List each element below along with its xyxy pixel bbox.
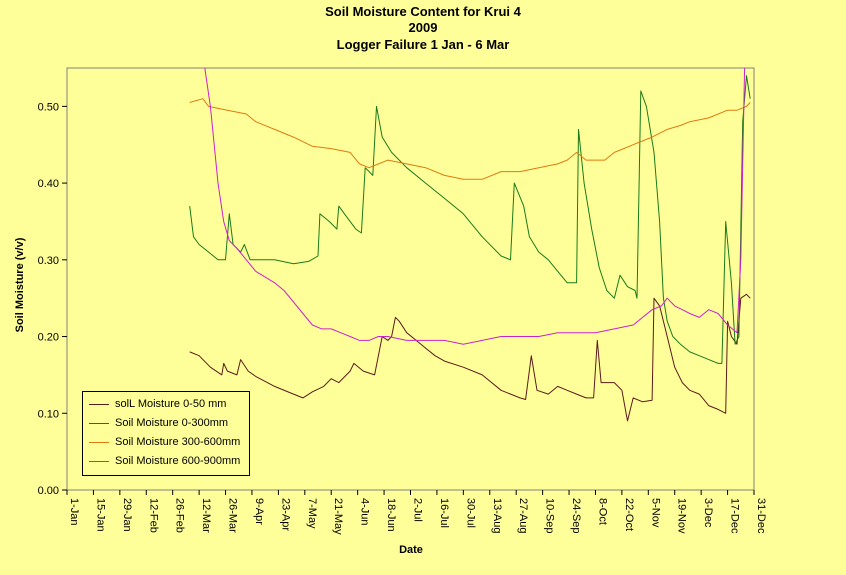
x-tick-label: 26-Feb — [174, 498, 186, 533]
x-tick-label: 3-Dec — [702, 498, 714, 528]
series-line-2 — [189, 98, 751, 180]
x-tick-label: 10-Sep — [544, 498, 556, 533]
x-tick-label: 4-Jun — [359, 498, 371, 526]
series-line-0 — [189, 293, 751, 422]
x-tick-label: 31-Dec — [755, 498, 767, 534]
x-tick-label: 23-Apr — [279, 498, 291, 531]
x-tick-label: 17-Dec — [729, 498, 741, 534]
legend-swatch — [89, 461, 109, 462]
x-axis-label: Date — [399, 544, 423, 556]
y-axis: 0.00 0.10 0.20 0.30 0.40 0.50 — [38, 101, 67, 497]
x-tick-label: 7-May — [306, 498, 318, 529]
chart-subtitle-2: Logger Failure 1 Jan - 6 Mar — [336, 37, 510, 52]
x-tick-label: 24-Sep — [570, 498, 582, 533]
x-tick-label: 30-Jul — [464, 498, 476, 528]
y-tick-label: 0.10 — [38, 408, 59, 420]
x-axis: 1-Jan 15-Jan 29-Jan 12-Feb 26-Feb 12-Mar 26-Ma… — [66, 490, 767, 535]
x-tick-label: 29-Jan — [121, 498, 133, 532]
x-tick-label: 9-Apr — [253, 498, 265, 525]
series-line-3 — [204, 67, 746, 345]
chart-subtitle: 2009 — [408, 20, 438, 35]
x-tick-label: 12-Feb — [147, 498, 159, 533]
y-tick-label: 0.00 — [38, 485, 59, 497]
x-tick-label: 19-Nov — [676, 498, 688, 534]
legend-label: Soil Moisture 300-600mm — [115, 436, 241, 448]
x-tick-label: 5-Nov — [649, 498, 661, 528]
x-tick-label: 2-Jul — [412, 498, 424, 522]
y-tick-label: 0.30 — [38, 255, 59, 267]
y-tick-label: 0.50 — [38, 101, 59, 113]
y-tick-label: 0.20 — [38, 332, 59, 344]
x-tick-label: 12-Mar — [200, 498, 212, 533]
legend: solL Moisture 0-50 mm Soil Moisture 0-30… — [82, 391, 250, 476]
x-tick-label: 13-Aug — [491, 498, 503, 533]
series-layer — [189, 67, 751, 422]
chart-title: Soil Moisture Content for Krui 4 — [325, 4, 521, 19]
x-tick-label: 21-May — [332, 498, 344, 535]
legend-label: solL Moisture 0-50 mm — [115, 398, 227, 410]
legend-swatch — [89, 442, 109, 443]
x-tick-label: 8-Oct — [596, 498, 608, 525]
x-tick-label: 1-Jan — [68, 498, 80, 526]
legend-swatch — [89, 423, 109, 424]
x-tick-label: 16-Jul — [438, 498, 450, 528]
x-tick-label: 27-Aug — [517, 498, 529, 533]
legend-swatch — [89, 404, 109, 405]
y-axis-label: Soil Moisture (v/v) — [14, 237, 26, 333]
x-tick-label: 26-Mar — [227, 498, 239, 533]
x-tick-label: 18-Jun — [385, 498, 397, 532]
legend-label: Soil Moisture 600-900mm — [115, 455, 241, 467]
series-line-1 — [189, 75, 751, 364]
x-tick-label: 22-Oct — [623, 498, 635, 531]
y-tick-label: 0.40 — [38, 178, 59, 190]
x-tick-label: 15-Jan — [94, 498, 106, 532]
legend-label: Soil Moisture 0-300mm — [115, 417, 229, 429]
